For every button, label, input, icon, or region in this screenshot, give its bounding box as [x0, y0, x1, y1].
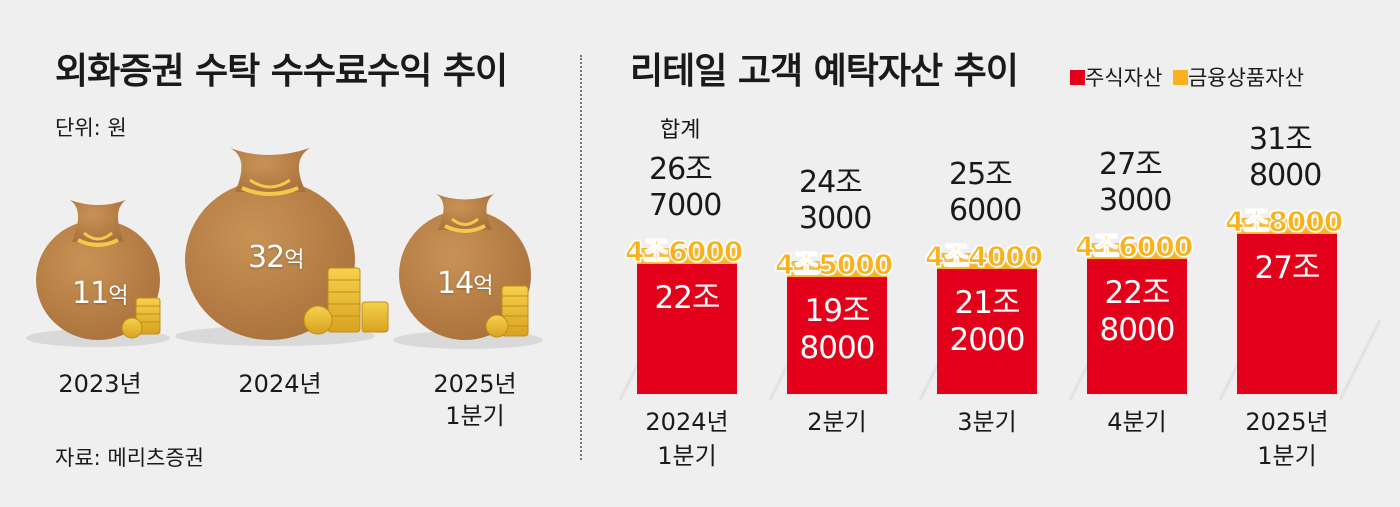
total-value-label-1: 26조 7000 — [649, 152, 722, 223]
money-bag-2024 — [185, 148, 355, 340]
bar-stock-3 — [937, 268, 1037, 394]
bar-finance-3 — [937, 252, 1037, 269]
bar-stock-5 — [1237, 234, 1337, 394]
left-unit-label: 단위: 원 — [55, 116, 127, 140]
finance-value-label-4: 4조6000 — [1074, 230, 1193, 264]
coin-stack-2023 — [121, 297, 161, 339]
coin-stack-2025-q1 — [485, 285, 529, 338]
bar-stock-4 — [1087, 259, 1187, 394]
coin-stack-2024 — [303, 267, 389, 335]
quarter-label-5: 2025년 1분기 — [1245, 408, 1329, 470]
left-category-2023: 2023년 — [58, 370, 142, 398]
money-bag-2023 — [36, 200, 160, 340]
quarter-label-1: 2024년 1분기 — [645, 408, 729, 470]
finance-value-label-3: 4조4000 — [924, 239, 1043, 273]
bar-finance-1 — [637, 248, 737, 264]
total-value-label-3: 25조 6000 — [949, 156, 1022, 228]
stock-value-label-2: 19조 8000 — [799, 293, 876, 366]
money-bags-illustration — [26, 148, 543, 349]
quarter-label-2: 2분기 — [807, 408, 867, 436]
legend-finance-swatch — [1172, 70, 1188, 85]
stock-value-label-5: 27조 — [1254, 250, 1321, 287]
finance-value-label-5: 4조8000 — [1224, 205, 1343, 239]
total-value-label-5: 31조 8000 — [1249, 122, 1322, 194]
finance-value-label-1: 4조6000 — [624, 235, 743, 269]
left-category-2025-q1: 2025년 1분기 — [433, 370, 517, 430]
total-header: 합계 — [660, 118, 701, 143]
bar-finance-4 — [1087, 243, 1187, 260]
bag-value-2023: 11억 — [72, 276, 128, 311]
total-value-label-4: 27조 3000 — [1099, 147, 1172, 219]
left-category-2024: 2024년 — [238, 370, 322, 398]
left-source-label: 자료: 메리츠증권 — [55, 446, 204, 470]
quarter-label-3: 3분기 — [957, 408, 1017, 436]
quarter-label-4: 4분기 — [1107, 408, 1167, 436]
left-chart-title: 외화증권 수탁 수수료수익 추이 — [55, 51, 508, 92]
bag-value-2024: 32억 — [248, 240, 304, 275]
legend-stock-label: 주식자산 — [1085, 66, 1163, 90]
finance-value-label-2: 4조5000 — [774, 248, 893, 282]
bag-value-2025-q1: 14억 — [437, 266, 493, 301]
legend-stock-swatch — [1070, 70, 1085, 85]
legend: 주식자산 금융상품자산 — [1070, 62, 1304, 92]
stock-value-label-3: 21조 2000 — [949, 284, 1026, 358]
panel-divider — [580, 55, 582, 460]
bar-stock-1 — [637, 264, 737, 394]
bar-stock-2 — [787, 277, 887, 394]
stock-value-label-4: 22조 8000 — [1099, 275, 1176, 349]
bar-finance-2 — [787, 261, 887, 277]
stock-value-label-1: 22조 — [654, 280, 721, 316]
bar-finance-5 — [1237, 218, 1337, 235]
total-value-label-2: 24조 3000 — [799, 165, 872, 236]
legend-finance-label: 금융상품자산 — [1187, 66, 1304, 90]
right-chart-title: 리테일 고객 예탁자산 추이 — [630, 51, 1019, 92]
money-bag-2025-q1 — [399, 194, 531, 340]
